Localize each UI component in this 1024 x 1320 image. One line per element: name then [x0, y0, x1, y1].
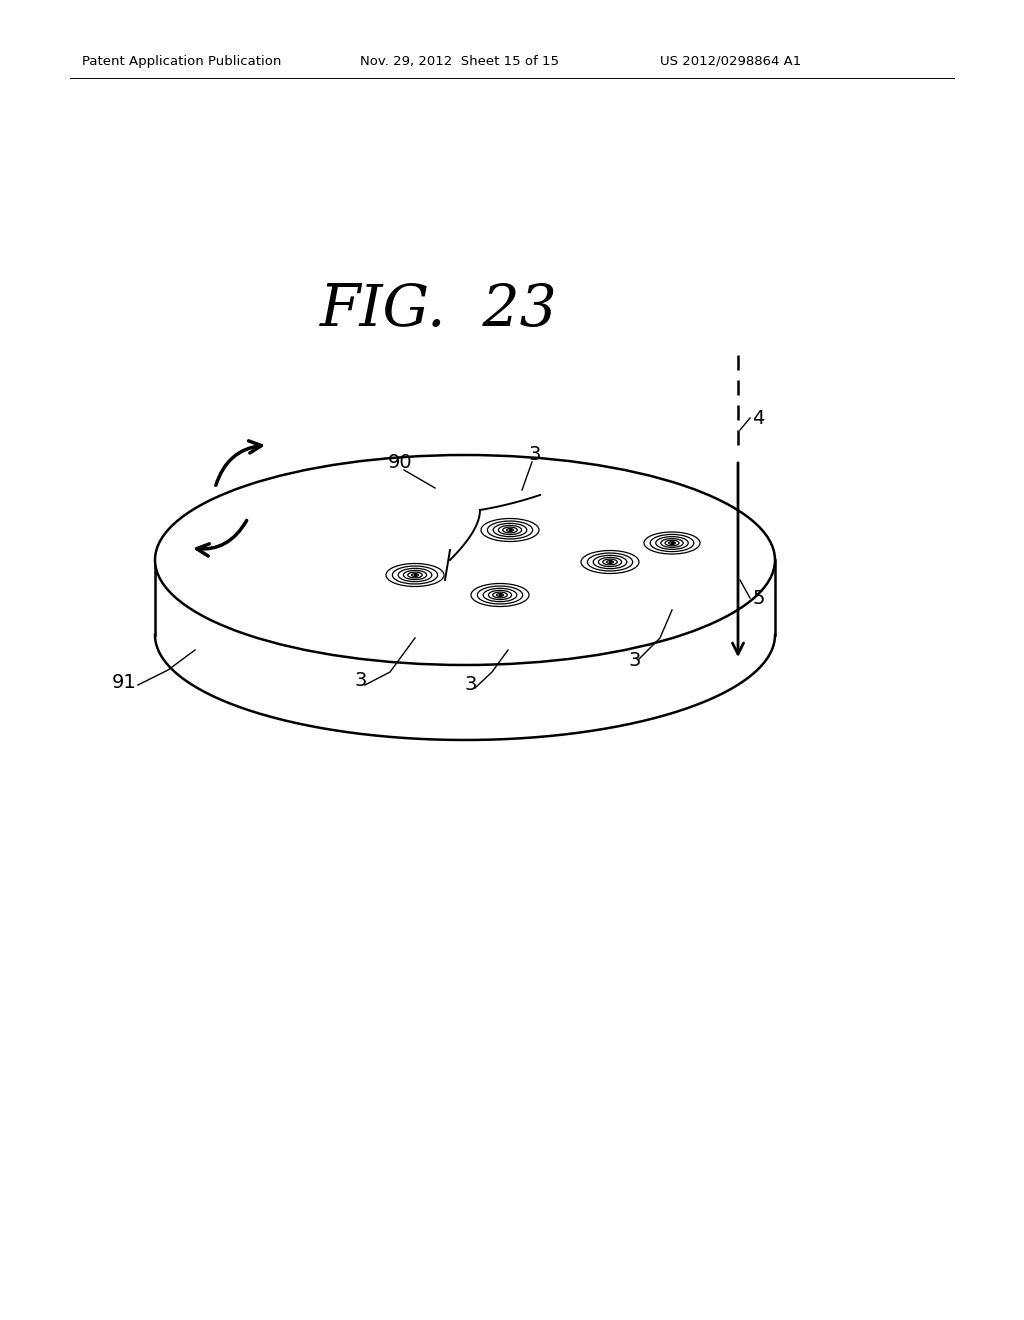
Text: 90: 90 — [388, 453, 413, 471]
Text: US 2012/0298864 A1: US 2012/0298864 A1 — [660, 55, 801, 69]
Text: 91: 91 — [112, 672, 137, 692]
Text: Patent Application Publication: Patent Application Publication — [82, 55, 282, 69]
Text: 4: 4 — [752, 408, 764, 428]
FancyArrowPatch shape — [216, 441, 261, 486]
FancyArrowPatch shape — [197, 520, 247, 556]
Text: FIG.  23: FIG. 23 — [319, 281, 558, 338]
Ellipse shape — [155, 455, 775, 665]
Text: Nov. 29, 2012  Sheet 15 of 15: Nov. 29, 2012 Sheet 15 of 15 — [360, 55, 559, 69]
Polygon shape — [155, 560, 775, 741]
Text: 3: 3 — [355, 671, 368, 689]
Text: 3: 3 — [465, 676, 477, 694]
Text: 3: 3 — [528, 446, 541, 465]
Text: 3: 3 — [628, 651, 640, 669]
Text: 5: 5 — [752, 589, 765, 607]
